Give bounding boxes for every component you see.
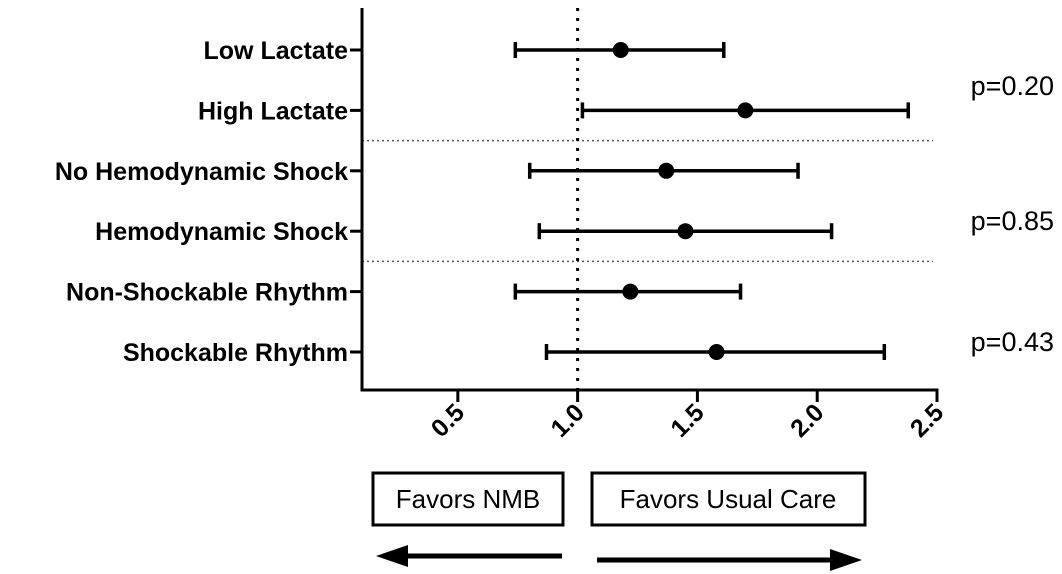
x-axis-ticks: 0.5 1.0 1.5 2.0 2.5 [426, 390, 949, 443]
row-label: Non-Shockable Rhythm [66, 279, 348, 307]
point-estimate [677, 223, 694, 240]
point-estimate [708, 344, 725, 360]
favors-left-label: Favors NMB [396, 484, 540, 514]
point-estimate [622, 283, 639, 300]
favors-right-box [590, 471, 867, 527]
point-estimate [658, 162, 675, 179]
x-tick-label: 2.5 [905, 398, 949, 442]
rows-layer: Low Lactate High Lactate No Hemodynamic Sh… [55, 37, 910, 367]
x-tick-label: 2.0 [785, 398, 829, 442]
left-arrow [376, 545, 562, 567]
p-values: p=0.20 p=0.85 p=0.43 [971, 71, 1054, 357]
favors-right-label: Favors Usual Care [620, 484, 837, 514]
row-label: Hemodynamic Shock [95, 218, 348, 246]
row-label: High Lactate [198, 97, 348, 125]
p-value-label: p=0.43 [971, 327, 1054, 357]
row-label: Shockable Rhythm [123, 339, 348, 367]
x-tick-label: 1.5 [665, 398, 709, 442]
favors-left-box [371, 471, 565, 527]
x-tick-label: 0.5 [426, 398, 470, 442]
point-estimate [737, 102, 754, 119]
right-arrow [597, 549, 862, 571]
p-value-label: p=0.85 [971, 206, 1054, 236]
row-label: No Hemodynamic Shock [55, 158, 348, 186]
point-estimate [612, 42, 629, 58]
row-label: Low Lactate [204, 37, 349, 65]
x-tick-label: 1.0 [545, 398, 589, 442]
p-value-label: p=0.20 [971, 71, 1054, 101]
group-separators [362, 139, 933, 263]
